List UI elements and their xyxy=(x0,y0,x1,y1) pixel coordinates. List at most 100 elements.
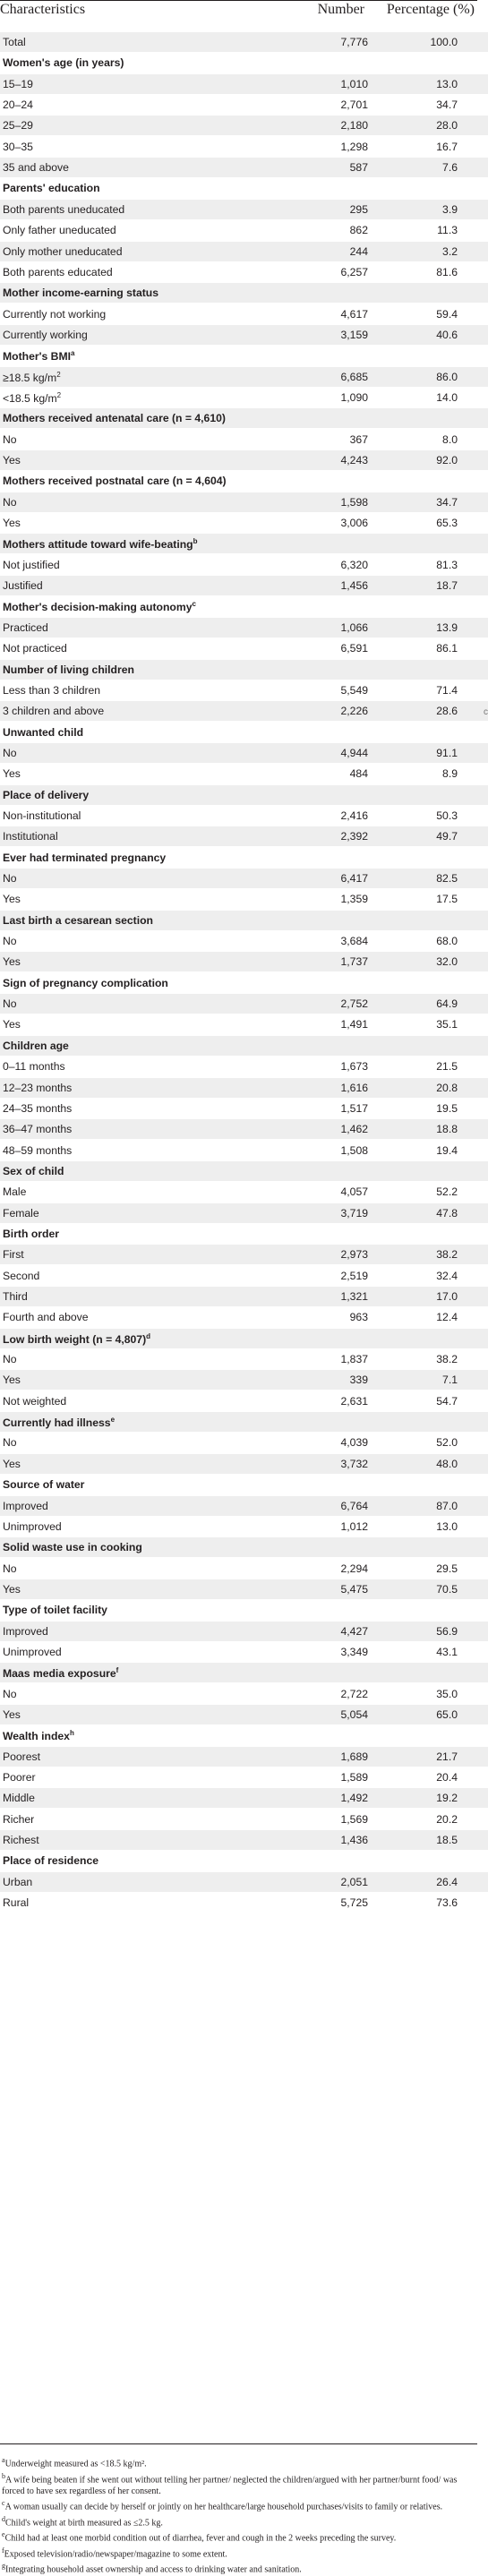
table-top-rule xyxy=(0,0,477,1)
row-label: No xyxy=(3,747,17,759)
label-text: No xyxy=(3,1436,17,1450)
section-title: Mothers received postnatal care (n = 4,6… xyxy=(3,475,227,487)
header-characteristics: Characteristics xyxy=(0,2,86,17)
label-text: Unwanted child xyxy=(3,725,84,739)
row-label: Improved xyxy=(3,1500,48,1512)
cell-number: 3,732 xyxy=(340,1457,369,1470)
cell-percentage: 21.5 xyxy=(436,1060,458,1074)
table-row: Less than 3 children 5,549 71.4 xyxy=(0,680,488,700)
row-label: Urban xyxy=(3,1876,32,1888)
table-row: No 2,722 35.0 xyxy=(0,1684,488,1704)
cell-percentage: 54.7 xyxy=(436,1394,458,1408)
label-text: Non-institutional xyxy=(3,809,81,822)
label-text: Improved xyxy=(3,1499,48,1512)
label-text: Fourth and above xyxy=(3,1311,89,1324)
cell-percentage: 71.4 xyxy=(436,683,458,697)
table-row: Unimproved 3,349 43.1 xyxy=(0,1642,488,1662)
table-row: Currently working 3,159 40.6 xyxy=(0,324,488,345)
cell-number: 5,475 xyxy=(340,1582,369,1596)
section-title: Children age xyxy=(3,1040,69,1052)
label-text: Currently not working xyxy=(3,307,107,321)
table-row: Third 1,321 17.0 xyxy=(0,1287,488,1306)
cell-number: 4,057 xyxy=(340,1185,369,1199)
cell-number: 1,359 xyxy=(340,893,369,906)
label-text: Justified xyxy=(3,579,43,593)
table-row: No 1,837 38.2 xyxy=(0,1349,488,1369)
row-label: Currently not working xyxy=(3,308,106,321)
cell-number: 6,591 xyxy=(340,642,369,655)
section-title: Parents' education xyxy=(3,182,100,194)
cell-number: 1,517 xyxy=(340,1101,369,1115)
table-row: Both parents educated 6,257 81.6 xyxy=(0,262,488,282)
label-text: Improved xyxy=(3,1624,48,1638)
cell-number: 3,006 xyxy=(340,517,369,530)
row-label: No xyxy=(3,1436,17,1449)
cell-percentage: 8.9 xyxy=(442,767,458,781)
table-row: Female 3,719 47.8 xyxy=(0,1202,488,1223)
cell-percentage: 81.6 xyxy=(436,265,458,278)
row-label: Yes xyxy=(3,454,21,466)
table-row: Not weighted 2,631 54.7 xyxy=(0,1391,488,1411)
table-row: Both parents uneducated 295 3.9 xyxy=(0,199,488,219)
cell-number: 862 xyxy=(349,224,368,237)
section-header-row: Number of living children xyxy=(0,659,488,680)
footnote-mark: h xyxy=(69,1729,74,1738)
cell-number: 3,719 xyxy=(340,1206,369,1220)
table-row: Unimproved 1,012 13.0 xyxy=(0,1517,488,1536)
section-header-row: Wealth indexh xyxy=(0,1725,488,1745)
cell-number: 2,180 xyxy=(340,119,369,133)
row-label: Yes xyxy=(3,767,21,780)
label-text: Mother's decision-making autonomy xyxy=(3,601,193,614)
cell-number: 1,598 xyxy=(340,495,369,509)
table-row: 48–59 months 1,508 19.4 xyxy=(0,1141,488,1160)
section-title: Mother's BMIa xyxy=(3,349,74,363)
table-row: No 2,294 29.5 xyxy=(0,1559,488,1579)
label-text: No xyxy=(3,872,17,885)
table-row: 3 children and above 2,226 28.6 xyxy=(0,701,488,722)
table-row: Yes 484 8.9 xyxy=(0,764,488,783)
cell-percentage: 18.8 xyxy=(436,1123,458,1136)
label-text: Less than 3 children xyxy=(3,683,101,697)
label-text: Currently working xyxy=(3,328,88,341)
section-header-row: Mother income-earning status xyxy=(0,283,488,304)
section-title: Mothers received antenatal care (n = 4,6… xyxy=(3,412,226,424)
row-label: Rural xyxy=(3,1896,29,1909)
table-row: No 1,598 34.7 xyxy=(0,492,488,512)
table-row: Poorer 1,589 20.4 xyxy=(0,1767,488,1787)
cell-percentage: 16.7 xyxy=(436,140,458,153)
label-text: Total xyxy=(3,36,26,48)
label-text: Birth order xyxy=(3,1227,59,1240)
section-title: Ever had terminated pregnancy xyxy=(3,852,166,864)
cell-percentage: 38.2 xyxy=(436,1248,458,1262)
label-text: Mother income-earning status xyxy=(3,287,159,300)
section-title: Mothers attitude toward wife-beatingb xyxy=(3,537,198,551)
table-row: 36–47 months 1,462 18.8 xyxy=(0,1119,488,1140)
cell-number: 1,492 xyxy=(340,1792,369,1805)
cell-number: 1,462 xyxy=(340,1123,369,1136)
row-label: Yes xyxy=(3,517,21,529)
label-text: 15–19 xyxy=(3,77,33,90)
label-text: Place of delivery xyxy=(3,788,90,801)
label-text: Wealth index xyxy=(3,1730,70,1743)
section-title: Maas media exposuref xyxy=(3,1666,118,1680)
cell-number: 295 xyxy=(349,202,368,216)
cell-number: 1,456 xyxy=(340,579,369,593)
row-label: 20–24 xyxy=(3,98,33,111)
cell-percentage: 20.4 xyxy=(436,1771,458,1784)
cell-number: 1,589 xyxy=(340,1771,369,1784)
label-text: Parents' education xyxy=(3,182,100,195)
table-row: Justified 1,456 18.7 xyxy=(0,576,488,596)
cell-number: 1,837 xyxy=(340,1353,369,1366)
section-header-row: Ever had terminated pregnancy xyxy=(0,848,488,868)
row-label: Yes xyxy=(3,1018,21,1031)
cell-percentage: 7.6 xyxy=(442,161,458,175)
cell-number: 5,054 xyxy=(340,1708,369,1721)
cell-number: 4,944 xyxy=(340,746,369,759)
cell-percentage: 3.2 xyxy=(442,244,458,258)
table-row: Yes 1,737 32.0 xyxy=(0,952,488,972)
row-label: Yes xyxy=(3,1374,21,1386)
footnote-mark: d xyxy=(146,1331,151,1340)
footnote: bA wife being beaten if she went out wit… xyxy=(2,2470,476,2498)
label-text: Both parents uneducated xyxy=(3,202,125,216)
label-text: <18.5 kg/m xyxy=(3,392,57,405)
